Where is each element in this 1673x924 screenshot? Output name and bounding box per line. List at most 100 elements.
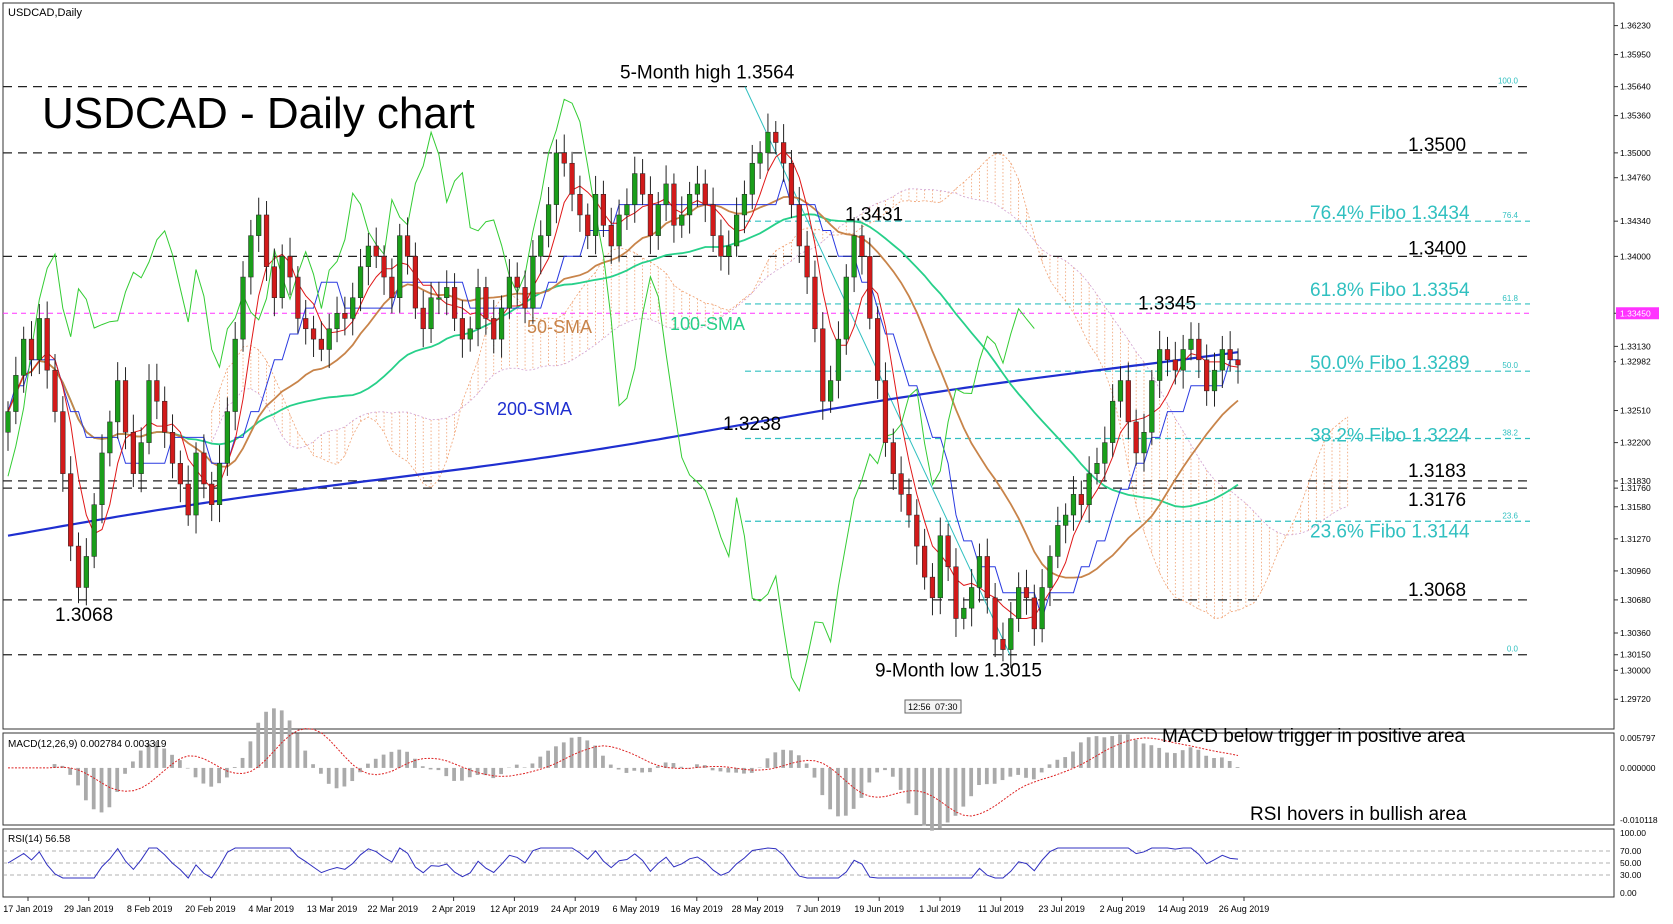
macd-bar: [429, 768, 433, 770]
candle-body: [186, 484, 191, 515]
candle-body: [601, 194, 606, 225]
macd-bar: [249, 741, 253, 768]
candle-body: [891, 443, 896, 474]
candle-body: [45, 318, 50, 370]
macd-bar: [209, 768, 213, 787]
macd-bar: [405, 752, 409, 768]
candle-body: [421, 308, 426, 329]
price-tick-label: 1.31760: [1620, 483, 1651, 493]
candle-body: [930, 577, 935, 598]
candle-body: [813, 277, 818, 329]
macd-bar: [726, 768, 730, 773]
macd-bar: [1071, 752, 1075, 768]
candle-body: [217, 463, 222, 504]
candle-body: [758, 153, 763, 163]
candle-body: [820, 329, 825, 401]
candle-body: [13, 375, 18, 411]
candle-body: [92, 505, 97, 557]
macd-bar: [460, 768, 464, 781]
macd-bar: [766, 758, 770, 768]
candle-body: [938, 536, 943, 598]
candle-body: [726, 246, 731, 256]
macd-bar: [272, 708, 276, 768]
rsi-annotation: RSI hovers in bullish area: [1250, 804, 1467, 825]
macd-bar: [1181, 750, 1185, 768]
candle-body: [460, 318, 465, 339]
price-tick-label: 1.30360: [1620, 628, 1651, 638]
macd-bar: [562, 742, 566, 768]
time-tick-label: 2 Apr 2019: [432, 904, 476, 914]
macd-bar: [178, 760, 182, 768]
candle-body: [319, 339, 324, 349]
macd-bar: [946, 768, 950, 823]
candle-body: [954, 567, 959, 619]
time-badge: 12:56 07:30: [905, 700, 961, 713]
candle-body: [805, 246, 810, 277]
candle-body: [405, 236, 410, 257]
candle-body: [836, 339, 841, 380]
candle-body: [202, 453, 207, 484]
candle-body: [233, 339, 238, 411]
macd-bar: [734, 768, 738, 773]
time-tick-label: 16 May 2019: [671, 904, 723, 914]
macd-bar: [499, 768, 503, 774]
candle-body: [390, 277, 395, 298]
fib-small-label: 38.2: [1502, 428, 1518, 437]
candle-body: [1157, 349, 1162, 380]
candle-body: [672, 184, 677, 225]
time-tick-label: 8 Feb 2019: [127, 904, 173, 914]
candle-body: [37, 318, 42, 359]
level-label: 5-Month high 1.3564: [620, 63, 795, 84]
price-tick-label: 1.30680: [1620, 595, 1651, 605]
candle-body: [1016, 587, 1021, 618]
candle-body: [961, 608, 966, 618]
candle-body: [476, 287, 481, 328]
candle-body: [123, 381, 128, 433]
candle-body: [914, 515, 919, 546]
price-annotation: 1.3238: [723, 414, 781, 435]
level-label: 23.6% Fibo 1.3144: [1310, 521, 1470, 542]
candle-body: [1196, 339, 1201, 360]
macd-bar: [1063, 757, 1067, 768]
macd-bar: [452, 768, 456, 781]
time-tick-label: 20 Feb 2019: [185, 904, 236, 914]
macd-bar: [92, 768, 96, 809]
price-tick-label: 1.36230: [1620, 21, 1651, 31]
time-tick-label: 22 Mar 2019: [368, 904, 419, 914]
candle-body: [946, 536, 951, 567]
candle-body: [452, 287, 457, 318]
macd-bar: [288, 720, 292, 767]
time-tick-label: 12 Apr 2019: [490, 904, 539, 914]
candle-body: [883, 381, 888, 443]
macd-bar: [335, 768, 339, 788]
macd-bar: [679, 767, 683, 768]
price-tick-label: 1.30150: [1620, 650, 1651, 660]
macd-bar: [609, 765, 613, 768]
macd-bar: [1165, 753, 1169, 768]
time-tick-label: 13 Mar 2019: [307, 904, 358, 914]
macd-bar: [1040, 768, 1044, 773]
macd-bar: [233, 767, 237, 768]
macd-bar: [515, 765, 519, 768]
candle-body: [1220, 349, 1225, 370]
rsi-tick-label: 100.00: [1620, 828, 1646, 838]
candle-body: [162, 401, 167, 432]
time-tick-label: 24 Apr 2019: [551, 904, 600, 914]
macd-bar: [280, 710, 284, 768]
candle-body: [100, 453, 105, 505]
candle-body: [844, 277, 849, 339]
candle-body: [413, 256, 418, 308]
macd-bar: [836, 768, 840, 816]
candle-body: [656, 205, 661, 236]
time-badge-right: 07:30: [935, 702, 958, 712]
time-badge-left: 12:56: [908, 702, 931, 712]
macd-bar: [374, 759, 378, 768]
macd-bar: [170, 755, 174, 768]
price-tick-label: 1.34760: [1620, 173, 1651, 183]
candle-body: [640, 174, 645, 195]
candle-body: [209, 484, 214, 505]
candle-body: [538, 236, 543, 257]
macd-bar: [546, 751, 550, 768]
macd-bar: [531, 763, 535, 767]
